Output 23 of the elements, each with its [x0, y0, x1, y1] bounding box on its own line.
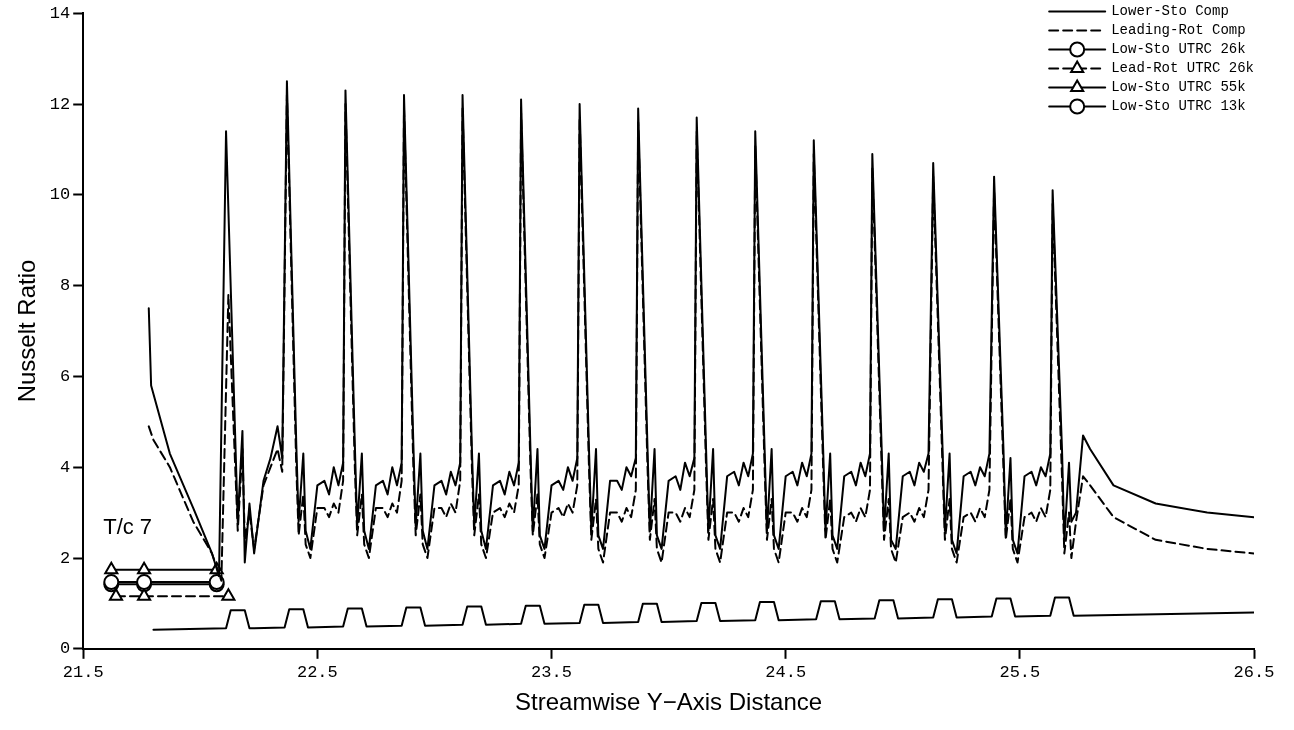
- y-tick-label: 8: [60, 276, 71, 296]
- legend-label: Leading-Rot Comp: [1111, 22, 1246, 39]
- y-tick-label: 0: [60, 639, 71, 659]
- x-tick-label: 21.5: [62, 662, 104, 682]
- y-tick-label: 10: [49, 185, 71, 205]
- y-tick-label: 6: [60, 366, 71, 386]
- y-tick-label: 14: [49, 3, 71, 23]
- y-tick-label: 12: [49, 94, 71, 114]
- x-tick-label: 23.5: [531, 662, 572, 682]
- legend-label: Low-Sto UTRC 26k: [1111, 41, 1246, 58]
- x-tick-label: 22.5: [296, 662, 338, 682]
- x-tick-label: 26.5: [1233, 662, 1275, 682]
- y-tick-label: 4: [60, 457, 71, 477]
- legend-label: Lead-Rot UTRC 26k: [1111, 60, 1254, 77]
- annotation: T/c 7: [103, 513, 153, 539]
- legend-label: Lower-Sto Comp: [1111, 3, 1229, 20]
- x-axis-title: Streamwise Y−Axis Distance: [515, 688, 823, 716]
- x-tick-label: 25.5: [999, 662, 1041, 682]
- legend-label: Low-Sto UTRC 55k: [1111, 79, 1246, 96]
- y-axis-title: Nusselt Ratio: [13, 259, 41, 403]
- x-tick-label: 24.5: [765, 662, 807, 682]
- y-tick-label: 2: [60, 548, 71, 568]
- legend-label: Low-Sto UTRC 13k: [1111, 98, 1246, 115]
